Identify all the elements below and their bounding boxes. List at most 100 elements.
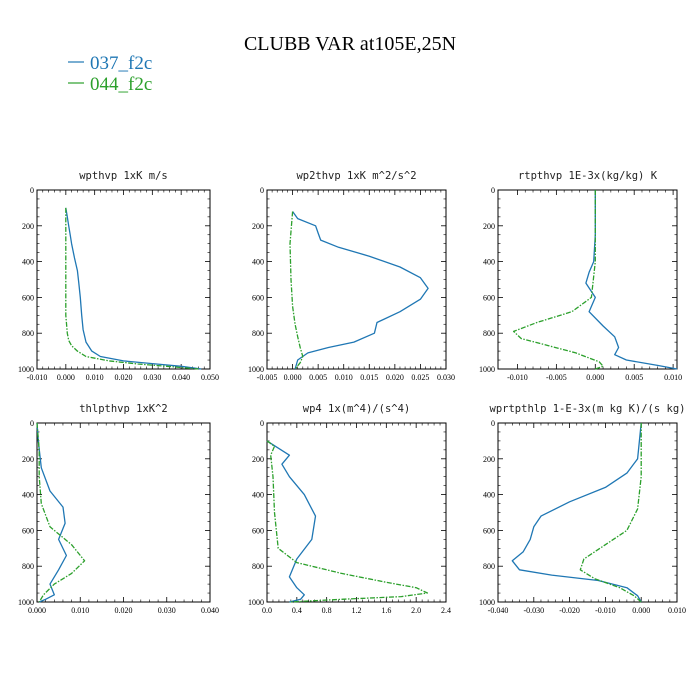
x-tick-label: 0.010	[668, 606, 686, 615]
x-tick-label: 0.010	[71, 606, 89, 615]
x-tick-label: -0.005	[257, 373, 278, 382]
x-tick-label: 0.020	[115, 373, 133, 382]
x-tick-label: 0.005	[625, 373, 643, 382]
x-tick-label: 1.6	[381, 606, 391, 615]
x-tick-label: 0.040	[172, 373, 190, 382]
x-tick-label: 1.2	[352, 606, 362, 615]
y-tick-label: 0	[491, 419, 495, 428]
y-tick-label: 400	[252, 258, 264, 267]
y-tick-label: 1000	[479, 365, 495, 374]
x-tick-label: -0.020	[559, 606, 580, 615]
y-tick-label: 200	[483, 455, 495, 464]
plot-frame	[36, 189, 211, 370]
y-tick-label: 800	[483, 329, 495, 338]
y-tick-label: 800	[252, 329, 264, 338]
series-line-037_f2c	[65, 207, 202, 370]
y-tick-label: 0	[30, 419, 34, 428]
series-line-044_f2c	[65, 207, 199, 370]
series-line-037_f2c	[511, 422, 642, 603]
y-tick-label: 400	[252, 491, 264, 500]
x-tick-label: 0.005	[309, 373, 327, 382]
series-line-037_f2c	[36, 422, 68, 603]
legend-label-044: 044_f2c	[90, 74, 152, 95]
x-tick-label: 2.0	[411, 606, 421, 615]
panel-2: wp2thvp 1xK m^2/s^2 -0.005 0.000 0.005 0.010…	[248, 170, 455, 382]
y-tick-label: 600	[22, 293, 34, 302]
y-tick-label: 600	[22, 526, 34, 535]
x-tick-label: 0.030	[143, 373, 161, 382]
y-tick-label: 400	[22, 491, 34, 500]
y-tick-label: 200	[252, 222, 264, 231]
x-tick-label: 2.4	[441, 606, 451, 615]
series-line-044_f2c	[512, 190, 604, 370]
y-tick-label: 600	[252, 293, 264, 302]
x-tick-label: 0.8	[322, 606, 332, 615]
panel-title: wp2thvp 1xK m^2/s^2	[296, 170, 416, 182]
plot-frame	[497, 422, 678, 603]
y-tick-label: 400	[22, 258, 34, 267]
x-tick-label: 0.030	[158, 606, 176, 615]
x-tick-label: 0.020	[115, 606, 133, 615]
y-tick-label: 200	[252, 455, 264, 464]
y-tick-label: 1000	[248, 365, 264, 374]
panel-6: wprtpthlp 1-E-3x(m kg K)/(s kg) -0.040 -0.…	[479, 403, 686, 615]
y-tick-label: 1000	[18, 365, 34, 374]
x-tick-label: -0.010	[595, 606, 616, 615]
plot-frame	[266, 422, 447, 603]
y-tick-label: 0	[30, 186, 34, 195]
y-tick-label: 800	[22, 562, 34, 571]
series-line-044_f2c	[289, 211, 304, 370]
series-line-037_f2c	[585, 190, 678, 370]
x-tick-label: 0.030	[437, 373, 455, 382]
y-tick-label: 1000	[479, 598, 495, 607]
series-line-037_f2c	[292, 211, 429, 370]
x-tick-label: 0.000	[632, 606, 650, 615]
x-tick-label: 0.000	[284, 373, 302, 382]
y-tick-label: 800	[22, 329, 34, 338]
plot-frame	[266, 189, 447, 370]
x-tick-label: 0.000	[586, 373, 604, 382]
y-tick-label: 200	[483, 222, 495, 231]
x-tick-label: -0.010	[27, 373, 48, 382]
y-tick-label: 1000	[18, 598, 34, 607]
panel-title: rtpthvp 1E-3x(kg/kg) K	[518, 170, 658, 182]
y-tick-label: 200	[22, 455, 34, 464]
x-tick-label: 0.040	[201, 606, 219, 615]
x-tick-label: 0.015	[360, 373, 378, 382]
series-line-037_f2c	[266, 440, 317, 603]
panel-grid: wpthvp 1xK m/s-0.010 0.000 0.010 0.020 0.030…	[18, 170, 686, 615]
y-tick-label: 800	[252, 562, 264, 571]
x-tick-label: -0.040	[488, 606, 509, 615]
panel-title: wp4 1x(m^4)/(s^4)	[303, 403, 410, 415]
panel-title: wpthvp 1xK m/s	[79, 170, 168, 182]
x-tick-label: 0.050	[201, 373, 219, 382]
legend-label-037: 037_f2c	[90, 53, 152, 74]
panel-4: thlpthvp 1xK^2 0.000 0.010 0.020 0.030 0.040 0…	[18, 403, 219, 615]
panel-title: thlpthvp 1xK^2	[79, 403, 168, 415]
y-tick-label: 400	[483, 258, 495, 267]
x-tick-label: 0.010	[664, 373, 682, 382]
y-tick-label: 0	[491, 186, 495, 195]
x-tick-label: 0.4	[292, 606, 302, 615]
y-tick-label: 400	[483, 491, 495, 500]
panel-1: wpthvp 1xK m/s -0.010 0.000 0.010 0.020 0.030…	[18, 170, 219, 382]
series-line-044_f2c	[579, 423, 642, 603]
y-tick-label: 600	[252, 526, 264, 535]
y-tick-label: 0	[260, 186, 264, 195]
panel-title: wprtpthlp 1-E-3x(m kg K)/(s kg)	[490, 403, 686, 415]
x-tick-label: -0.005	[546, 373, 567, 382]
y-tick-label: 200	[22, 222, 34, 231]
figure-title: CLUBB VAR at105E,25N	[244, 33, 456, 55]
legend: 037_f2c 044_f2c	[68, 53, 152, 95]
y-tick-label: 600	[483, 526, 495, 535]
x-tick-label: 0.010	[335, 373, 353, 382]
x-tick-label: 0.025	[411, 373, 429, 382]
x-tick-label: -0.010	[507, 373, 528, 382]
x-tick-label: 0.0	[262, 606, 272, 615]
panel-5: wp4 1x(m^4)/(s^4) 0.0 0.4 0.8 1.2 1.6 2.0 2.4 0 2…	[248, 403, 451, 615]
x-tick-label: 0.000	[28, 606, 46, 615]
panel-3: rtpthvp 1E-3x(kg/kg) K -0.010 -0.005 0.000 0…	[479, 170, 682, 382]
x-tick-label: 0.000	[57, 373, 75, 382]
y-tick-label: 0	[260, 419, 264, 428]
